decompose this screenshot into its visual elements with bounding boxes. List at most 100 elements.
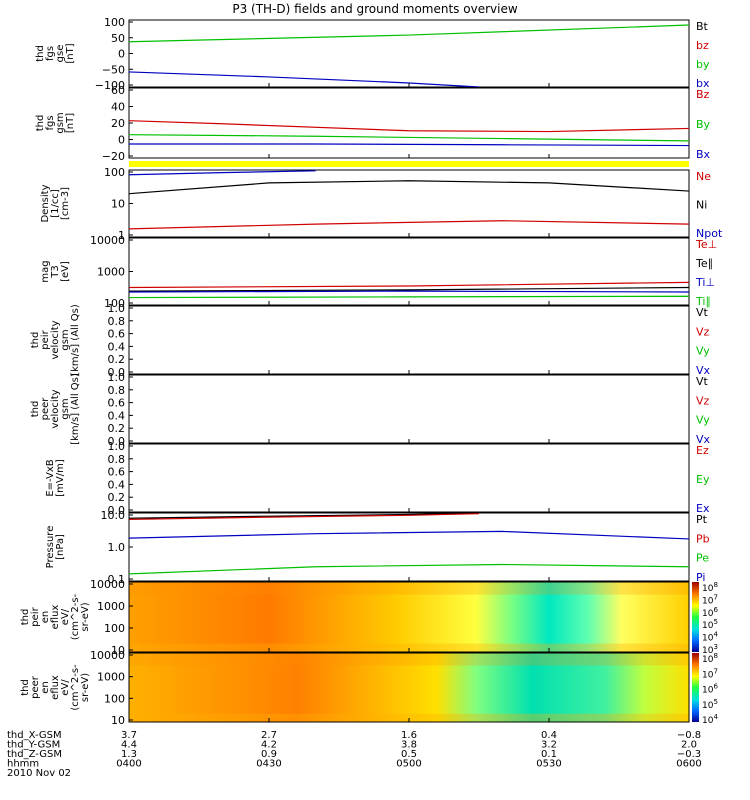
legend-entry: Te⊥: [695, 238, 717, 251]
legend-entry: Vy: [696, 345, 710, 358]
panel-fgs-gsm: 60 40 20 0 −20 thd fgs gsm [nT] Bz By Bx: [35, 84, 711, 163]
y-tick-label: 0.6: [108, 397, 126, 410]
colorbar-tick-label: 107: [702, 593, 718, 606]
legend-entry: Npot: [696, 227, 723, 240]
y-tick-label: 40: [111, 101, 125, 114]
x-axis-value: 3.7: [121, 730, 137, 741]
colorbar-tick-exp: 4: [713, 713, 718, 721]
legend-entry: by: [696, 58, 710, 71]
x-axis-annotations: thd_X-GSM 3.7 2.7 1.6 0.4 −0.8 thd_Y-GSM 4.4 4.2…: [7, 730, 702, 779]
colorbar-tick-base: 10: [702, 701, 714, 711]
y-tick-label: 0.6: [108, 328, 126, 341]
legend-entry: Ni: [696, 199, 707, 212]
y-tick-label: 0: [118, 48, 125, 61]
y-axis-label: eV/: [60, 608, 71, 625]
legend-entry: Vx: [696, 433, 711, 446]
colorbar-tick-label: 104: [702, 713, 718, 726]
colorbar-tick-exp: 5: [713, 698, 717, 706]
x-axis-value: 0430: [256, 759, 281, 770]
y-tick-label: 10: [111, 644, 125, 657]
spectrogram-shade: [129, 643, 689, 652]
y-axis-label: thd: [20, 679, 31, 696]
colorbar-tick-exp: 3: [713, 643, 717, 651]
legend-entry: Ey: [696, 473, 710, 486]
legend-entry: Pi: [696, 571, 705, 584]
series-line-bx: [129, 71, 480, 87]
y-tick-label: 1000: [97, 671, 125, 684]
y-tick-label: 10: [111, 714, 125, 727]
x-axis-row-label: thd_X-GSM: [7, 730, 62, 741]
legend-entry: Vt: [696, 375, 709, 388]
panel-fgs-gse: 100 50 0 −50 −100 thd fgs gse [nT] Bt bz by bx: [35, 16, 710, 92]
y-tick-label: 10.0: [101, 509, 126, 522]
series-line-Bz: [129, 120, 689, 133]
y-tick-label: 100: [104, 166, 125, 179]
y-axis-label: [cm-3]: [60, 187, 71, 220]
legend-entry: Ti∥: [695, 295, 711, 308]
y-axis-label: eflux: [50, 605, 61, 630]
panel-frame: [128, 237, 690, 306]
y-tick-label: 20: [111, 117, 125, 130]
colorbar-tick-exp: 8: [713, 652, 717, 660]
colorbar-tick-label: 103: [702, 643, 718, 656]
x-axis-value: −0.8: [677, 730, 701, 741]
legend-entry: Bz: [696, 88, 710, 101]
series-line-Pt: [129, 513, 480, 519]
series-line-Ti∥: [129, 295, 689, 299]
colorbar-tick-exp: 8: [713, 581, 717, 589]
colorbar-tick-exp: 4: [713, 631, 718, 639]
colorbar-tick-label: 104: [702, 631, 718, 644]
legend-entry: Bx: [696, 148, 711, 161]
x-axis-row-label: thd_Y-GSM: [7, 740, 60, 751]
series-line-Ni: [129, 180, 689, 195]
y-axis-label: peir: [30, 606, 41, 626]
y-axis-label: (cm^2-s-: [70, 664, 81, 711]
y-tick-label: 10: [111, 198, 125, 211]
legend-entry: Ez: [696, 444, 709, 457]
y-axis-label: peer: [30, 675, 41, 699]
panel-frame: [128, 19, 690, 88]
y-axis-label: Density: [40, 184, 51, 222]
y-tick-label: 0.8: [108, 453, 126, 466]
y-axis-label: [nPa]: [55, 534, 66, 560]
y-tick-label: 0.0: [108, 435, 126, 448]
x-axis-value: 1.3: [121, 749, 137, 760]
series-line-Ti⊥: [129, 290, 689, 293]
x-axis-value: 2.0: [681, 740, 697, 751]
y-tick-label: 0.8: [108, 384, 126, 397]
series-line-Te∥: [129, 286, 689, 292]
colorbar-tick-base: 10: [702, 686, 714, 696]
colorbar-tick-label: 106: [702, 683, 718, 696]
y-axis-label: en: [40, 681, 51, 694]
spectrogram: [129, 653, 689, 722]
x-axis-value: 0500: [396, 759, 421, 770]
x-axis-value: 0600: [676, 759, 701, 770]
x-axis-value: 1.6: [401, 730, 417, 741]
colorbar-tick-exp: 5: [713, 618, 717, 626]
legend-entry: bz: [696, 39, 709, 52]
x-axis-value: 0.9: [261, 749, 277, 760]
panel-pressure: 10.0 1.0 0.1 Pressure [nPa] Pt Pb Pe Pi: [45, 509, 710, 586]
y-axis-label: gse: [55, 45, 66, 63]
x-axis-value: 0400: [116, 759, 141, 770]
y-axis-label: [nT]: [65, 113, 76, 133]
y-tick-label: 0.2: [108, 491, 126, 504]
y-axis-label: thd: [30, 332, 41, 349]
y-axis-label: thd: [20, 609, 31, 626]
y-tick-label: 1.0: [108, 302, 126, 315]
y-tick-label: 0: [118, 134, 125, 147]
panel-e-vxb: 1.00.80.60.40.20.0 E=-VxB [mV/m] Ez Ey Ex: [45, 440, 710, 517]
legend-entry: Vz: [696, 325, 710, 338]
legend-entry: Vz: [696, 394, 710, 407]
y-tick-label: 0.0: [108, 366, 126, 379]
y-axis-label: velocity: [50, 320, 61, 359]
colorbar-tick-base: 10: [702, 670, 714, 680]
series-line-Pb: [129, 513, 480, 521]
legend-entry: Vy: [696, 414, 710, 427]
y-axis-label: gsm: [60, 398, 71, 419]
y-axis-label: [km/s] (All Qs): [70, 304, 81, 376]
x-axis-value: 3.2: [541, 740, 557, 751]
x-axis-date: 2010 Nov 02: [7, 768, 71, 779]
y-axis-label: thd: [30, 401, 41, 418]
